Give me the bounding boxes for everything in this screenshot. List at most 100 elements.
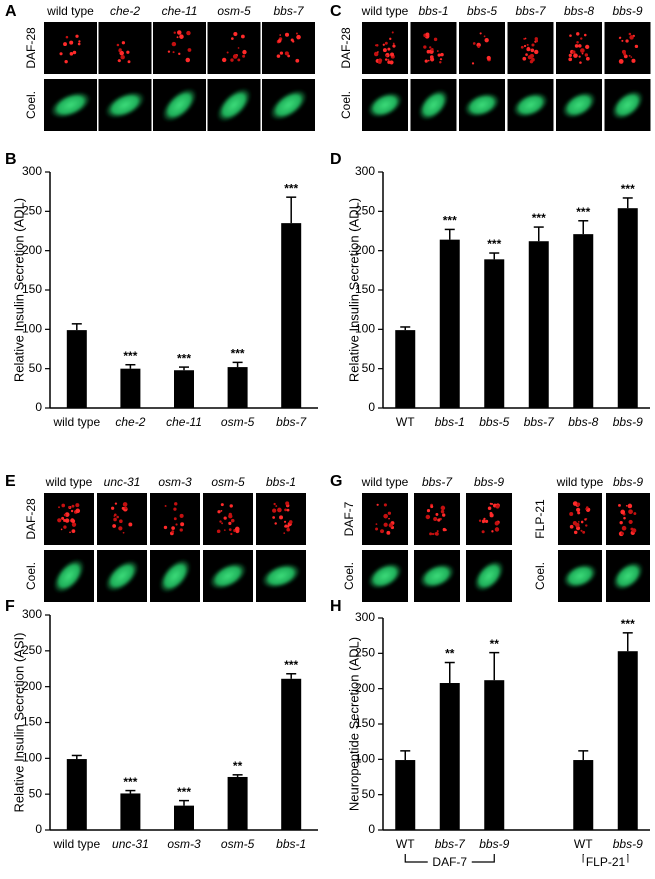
puncta (431, 532, 435, 536)
y-tick-label: 200 (22, 243, 42, 257)
puncta (476, 42, 481, 48)
puncta (388, 517, 390, 520)
puncta (59, 52, 63, 56)
significance: ** (445, 647, 455, 661)
x-tick-label: bbs-1 (276, 837, 306, 851)
puncta (75, 503, 80, 508)
micrograph (203, 493, 253, 545)
puncta (386, 530, 391, 535)
column-label: che-11 (162, 4, 198, 18)
puncta (437, 518, 441, 522)
y-tick-label: 100 (22, 322, 42, 336)
coelomocyte (561, 91, 597, 119)
micrograph (466, 493, 512, 545)
coelomocyte (52, 558, 86, 594)
micrograph (459, 22, 505, 74)
micrograph (556, 22, 602, 74)
x-tick-label: osm-3 (167, 837, 201, 851)
puncta (279, 515, 284, 520)
puncta (128, 522, 133, 527)
puncta (580, 520, 584, 524)
puncta (228, 521, 232, 526)
significance: *** (621, 617, 635, 631)
puncta (171, 41, 177, 47)
coelomocyte (208, 561, 248, 591)
micrograph (410, 22, 457, 74)
bar (120, 793, 141, 830)
puncta (75, 34, 79, 38)
puncta (436, 530, 439, 533)
puncta (527, 46, 530, 50)
significance: *** (177, 351, 191, 365)
puncta (72, 50, 77, 55)
puncta (377, 60, 382, 64)
column-label: osm-5 (211, 475, 245, 489)
puncta (387, 47, 391, 51)
bar (66, 759, 87, 830)
puncta (580, 529, 583, 532)
puncta (577, 521, 580, 523)
puncta (176, 36, 179, 39)
puncta (179, 34, 184, 39)
puncta (489, 502, 492, 505)
coelomocyte (473, 559, 505, 593)
column-label: bbs-9 (612, 4, 642, 18)
puncta (633, 512, 637, 516)
puncta (220, 509, 223, 512)
y-tick-label: 150 (22, 715, 42, 729)
puncta (178, 52, 181, 56)
puncta (277, 507, 282, 513)
puncta (495, 504, 500, 509)
puncta (483, 517, 486, 521)
puncta (623, 52, 627, 56)
puncta (628, 519, 633, 525)
puncta (487, 506, 492, 511)
puncta (217, 510, 221, 514)
group-label-bg (583, 855, 628, 869)
significance: *** (443, 214, 457, 228)
x-tick-label: WT (574, 837, 593, 851)
puncta (112, 524, 117, 528)
puncta (69, 531, 71, 534)
bar (174, 370, 194, 408)
puncta (573, 530, 578, 535)
column-label: bbs-7 (515, 4, 546, 18)
puncta (231, 37, 234, 40)
puncta (63, 513, 67, 517)
puncta (387, 58, 390, 61)
puncta (272, 516, 276, 519)
row-label: DAF-7 (342, 501, 356, 536)
y-tick-label: 50 (362, 787, 376, 801)
row-label: DAF-28 (24, 498, 38, 540)
x-tick-label: WT (396, 415, 415, 429)
puncta (230, 532, 233, 536)
puncta (382, 48, 387, 53)
puncta (230, 518, 235, 523)
puncta (479, 32, 482, 35)
puncta (429, 46, 432, 49)
puncta (439, 58, 443, 61)
column-label: bbs-1 (418, 4, 448, 18)
significance: *** (487, 237, 501, 251)
puncta (68, 505, 71, 509)
puncta (576, 32, 580, 36)
puncta (71, 529, 76, 534)
puncta (114, 502, 118, 505)
significance: *** (177, 785, 191, 799)
puncta (373, 51, 379, 57)
puncta (186, 30, 191, 36)
puncta (383, 513, 388, 519)
coelomocyte (612, 561, 644, 591)
micrograph (606, 493, 650, 545)
y-tick-label: 0 (35, 400, 42, 414)
puncta (173, 31, 176, 34)
puncta (568, 53, 572, 57)
puncta (574, 44, 579, 48)
column-label: wild type (45, 475, 93, 489)
puncta (471, 62, 475, 65)
puncta (387, 60, 391, 64)
coelomocyte (512, 91, 549, 119)
puncta (384, 41, 388, 45)
puncta (284, 525, 286, 528)
puncta (385, 54, 388, 57)
